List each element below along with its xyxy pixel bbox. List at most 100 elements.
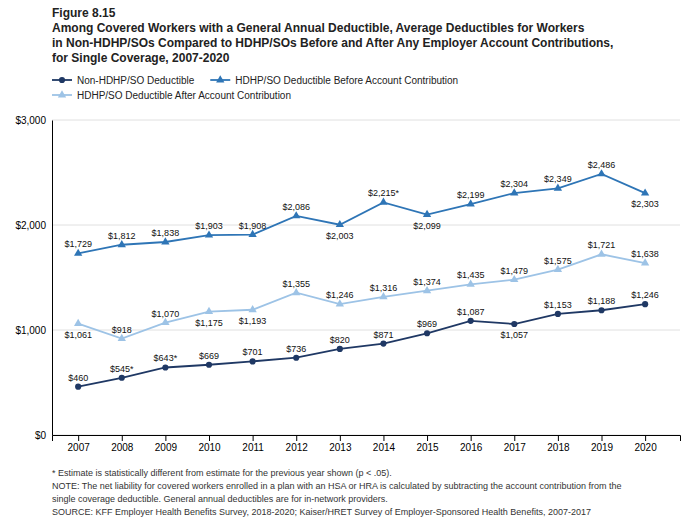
data-label: $2,003 [326,231,354,241]
data-label: $643* [154,353,178,363]
data-label: $2,304 [501,179,529,189]
marker [423,286,431,293]
data-label: $669 [199,351,219,361]
tick-label: $2,000 [15,220,46,231]
tick-line [209,435,210,441]
tick: 2013 [329,435,352,453]
data-label: $1,729 [64,239,92,249]
data-label: $1,087 [457,307,485,317]
data-label: $1,812 [108,231,136,241]
legend-item: HDHP/SO Deductible Before Account Contri… [210,75,458,86]
marker [118,240,126,247]
x-axis: 2007200820092010201120122013201420152016… [53,435,681,453]
data-label: $1,175 [195,318,223,328]
tick-label: 2012 [286,442,309,453]
tick: 2016 [460,435,483,453]
tick-label: 2020 [634,442,657,453]
data-label: $820 [330,335,350,345]
tick: 2010 [198,435,221,453]
marker [248,305,256,312]
title: Among Covered Workers with a General Ann… [52,21,585,35]
marker [336,299,344,306]
legend: Non-HDHP/SO Deductible HDHP/SO Deductible… [52,75,458,101]
data-label: $2,086 [282,202,310,212]
tick-label: 2017 [504,442,527,453]
text-line: single coverage deductible. General annu… [52,494,388,504]
data-label: $1,903 [195,221,223,231]
marker [379,292,387,299]
marker [250,358,256,364]
grid [52,120,680,435]
text-line: SOURCE: KFF Employer Health Benefits Sur… [52,507,591,517]
tick-line [645,435,646,441]
axis-line [52,121,53,436]
marker [642,301,648,307]
tick-label: $1,000 [15,325,46,336]
chart: Figure 8.15Among Covered Workers with a … [0,0,698,525]
tick: 2018 [547,435,570,453]
tick-label: 2016 [460,442,483,453]
marker [248,230,256,237]
legend-item: Non-HDHP/SO Deductible [52,75,195,86]
footnotes: * Estimate is statistically different fr… [52,468,622,517]
data-label: $1,246 [631,290,659,300]
tick-label: $0 [35,430,47,441]
tick: 2017 [504,435,527,453]
marker [379,198,387,205]
marker [162,364,168,370]
line [78,174,645,253]
title: in Non-HDHP/SOs Compared to HDHP/SOs Bef… [52,36,613,50]
tick-label: 2014 [373,442,396,453]
marker [75,384,81,390]
title: Figure 8.15 [52,6,116,20]
marker [554,265,562,272]
data-label: $918 [112,325,132,335]
marker [554,184,562,191]
tick-label: 2013 [329,442,352,453]
marker [206,362,212,368]
tick-line [514,435,515,441]
data-label: $1,838 [152,228,180,238]
marker [292,211,300,218]
legend-label: HDHP/SO Deductible After Account Contrib… [77,90,291,101]
line [78,304,645,387]
series [75,301,648,390]
tick: 2020 [634,435,657,453]
tick-line [296,435,297,441]
data-label: $1,246 [326,290,354,300]
tick-line [427,435,428,441]
marker [161,237,169,244]
tick: 2012 [286,435,309,453]
marker [74,249,82,256]
series [74,249,649,341]
tick-line [558,435,559,441]
marker [641,188,649,195]
data-label: $2,303 [631,199,659,209]
data-label: $2,199 [457,190,485,200]
tick: 2014 [373,435,396,453]
data-label: $1,435 [457,270,485,280]
text-line: * Estimate is statistically different fr… [52,468,392,478]
tick-line [602,435,603,441]
marker [293,355,299,361]
tick-label: 2007 [68,442,91,453]
marker [423,210,431,217]
text-line: Figure 8.15 [52,6,116,20]
data-label: $1,638 [631,249,659,259]
footnote: SOURCE: KFF Employer Health Benefits Sur… [52,507,591,517]
data-label: $1,374 [413,277,441,287]
marker [74,319,82,326]
data-label: $1,188 [588,296,616,306]
tick-line [340,435,341,441]
plot: $0$1,000$2,000$3,00020072008200920102011… [15,115,680,453]
series-group [74,169,649,390]
data-label: $2,215* [368,188,400,198]
tick-line [471,435,472,441]
text-line: Among Covered Workers with a General Ann… [52,21,585,35]
tick-line [383,435,384,441]
tick-label: 2019 [591,442,614,453]
data-label: $2,349 [544,174,572,184]
legend-item: HDHP/SO Deductible After Account Contrib… [52,90,291,101]
tick-label: 2010 [198,442,221,453]
marker [555,311,561,317]
